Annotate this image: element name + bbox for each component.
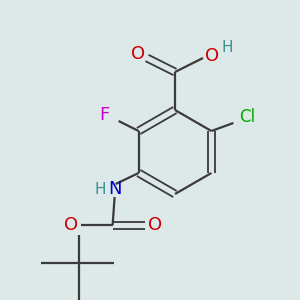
Text: F: F xyxy=(100,106,110,124)
Text: Cl: Cl xyxy=(239,108,255,126)
Text: O: O xyxy=(131,45,145,63)
Text: H: H xyxy=(221,40,233,56)
Text: O: O xyxy=(148,216,162,234)
Text: H: H xyxy=(95,182,106,196)
Text: O: O xyxy=(64,216,78,234)
Text: N: N xyxy=(108,180,122,198)
Text: O: O xyxy=(205,47,219,65)
